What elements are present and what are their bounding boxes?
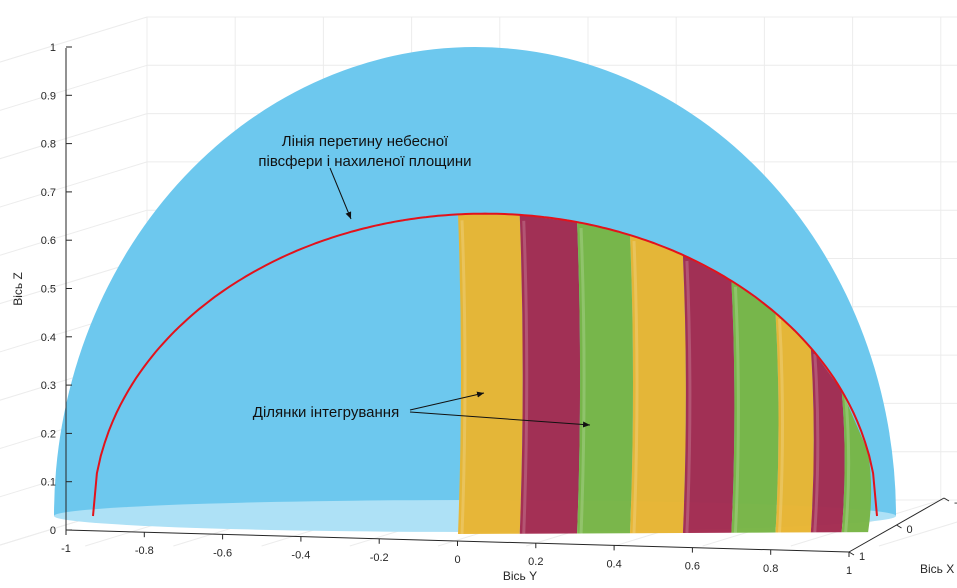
y-tick-label: -1 (61, 543, 71, 555)
z-tick-label: 0.4 (41, 332, 56, 344)
y-tick-label: 0 (454, 554, 460, 566)
side-wall-gridline-z (0, 209, 148, 256)
integration-strip (810, 347, 845, 533)
side-wall-gridline-z (0, 113, 148, 160)
y-tick-label: 1 (846, 565, 852, 577)
strip-highlight (844, 396, 851, 533)
intersection-curve-layer (92, 212, 878, 517)
annotation-curve-text: Лінія перетину небесної (282, 133, 449, 150)
annotations-layer: Лінія перетину небесної півсфери і нахиле… (253, 133, 591, 428)
strip-highlight (522, 220, 529, 534)
annotation-curve-arrow (329, 167, 352, 220)
annotation-strips-text: Ділянки інтегрування (253, 404, 399, 421)
strip-highlight (460, 220, 467, 535)
y-tick-label: 0.4 (606, 558, 621, 570)
x-tick-mark (943, 497, 950, 502)
z-tick-label: 0.1 (41, 477, 56, 489)
integration-strip (731, 280, 779, 533)
x-tick-label: 0 (907, 524, 913, 536)
x-tick-label: -1 (954, 497, 957, 509)
z-tick-label: 0 (50, 525, 56, 537)
z-axis-label: Вісь Z (11, 272, 25, 306)
x-tick-label: 1 (859, 551, 865, 563)
z-tick-label: 0.6 (41, 235, 56, 247)
integration-strip (519, 214, 581, 534)
strip-highlight (778, 318, 785, 533)
strip-highlight (813, 353, 820, 533)
y-tick-label: -0.8 (135, 545, 154, 557)
y-tick-label: 0.8 (763, 563, 778, 575)
x-tick-mark (848, 551, 855, 556)
x-tick-mark (896, 524, 902, 529)
z-tick-label: 0.5 (41, 284, 56, 296)
annotation-curve-text: півсфери і нахиленої площини (258, 153, 471, 170)
integration-strip (775, 313, 814, 533)
integration-strips-layer (458, 214, 872, 535)
y-tick-label: -0.6 (213, 547, 232, 559)
z-tick-label: 1 (50, 42, 56, 54)
y-tick-label: 0.6 (685, 561, 700, 573)
axes-layer: 0 0.1 0.2 0.3 0.4 0.5 0.6 0.7 0.8 0.9 1 -1 -0.8 -0.6 -… (11, 42, 957, 583)
strip-highlight (632, 241, 639, 534)
x-axis-label: Вісь X (920, 562, 954, 576)
integration-strip (458, 214, 523, 534)
integration-strip (682, 255, 735, 533)
z-tick-label: 0.3 (41, 380, 56, 392)
side-wall-gridline-z (0, 16, 148, 63)
strip-highlight (733, 286, 740, 533)
floor-gridline-y (878, 521, 957, 547)
strip-highlight (685, 260, 692, 534)
y-tick-label: -0.4 (291, 550, 310, 562)
y-axis-label: Вісь Y (503, 569, 537, 583)
y-tick-label: -0.2 (370, 552, 389, 564)
integration-strip (841, 390, 872, 533)
integration-strip (577, 222, 633, 534)
annotation-strips-arrow-1 (409, 391, 485, 411)
integration-strip (629, 235, 686, 534)
strip-highlight (579, 228, 586, 534)
z-tick-label: 0.7 (41, 187, 56, 199)
y-tick-label: 0.2 (528, 556, 543, 568)
z-tick-label: 0.2 (41, 428, 56, 440)
z-tick-label: 0.9 (41, 90, 56, 102)
intersection-curve (92, 212, 878, 517)
side-wall-gridline-z (0, 64, 148, 111)
side-wall-gridline-z (0, 161, 148, 208)
z-tick-label: 0.8 (41, 139, 56, 151)
annotation-strips-arrow-2 (409, 411, 591, 428)
